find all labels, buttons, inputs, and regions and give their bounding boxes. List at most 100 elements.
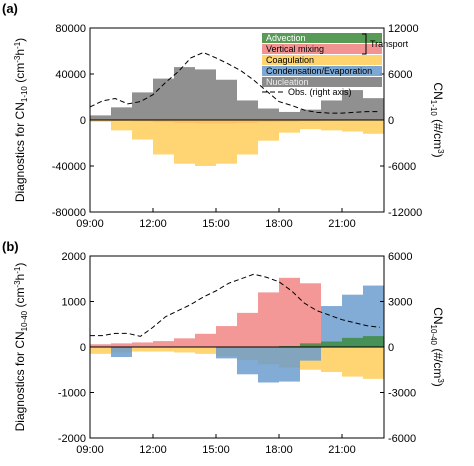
legend-label: Condensation/Evaporation — [266, 66, 372, 76]
bar — [363, 347, 384, 379]
bar — [132, 92, 153, 120]
legend-label: Coagulation — [266, 55, 314, 65]
panel-label-b: (b) — [2, 239, 19, 254]
series-nucleation — [90, 67, 384, 120]
x-tick-label: 09:00 — [76, 444, 104, 456]
bar — [279, 120, 300, 133]
bar — [258, 120, 279, 141]
bar — [174, 120, 195, 164]
panel-b-left-axis-title: Diagnostics for CN10-40 (cm-3h-1) — [13, 263, 29, 432]
bar — [342, 294, 363, 347]
bar — [153, 120, 174, 155]
bar — [300, 347, 321, 361]
transport-label: Transport — [370, 39, 409, 49]
bar — [237, 120, 258, 155]
bar — [300, 120, 321, 130]
right-tick-label: 6000 — [388, 251, 412, 263]
series-condensation-evaporation-negative- — [111, 347, 321, 383]
bar — [363, 98, 384, 120]
bar — [363, 120, 384, 134]
bar — [90, 347, 111, 354]
x-tick-label: 18:00 — [265, 218, 293, 230]
bar — [279, 111, 300, 120]
right-tick-label: 6000 — [388, 69, 412, 81]
x-tick-label: 21:00 — [328, 218, 356, 230]
bar — [342, 337, 363, 347]
right-tick-label: -6000 — [388, 433, 416, 445]
bar — [174, 338, 195, 347]
legend-item: Coagulation — [262, 55, 382, 65]
left-tick-label: -2000 — [58, 433, 86, 445]
obs-line — [90, 273, 380, 337]
x-tick-label: 21:00 — [328, 444, 356, 456]
legend-item: Condensation/Evaporation — [262, 66, 382, 76]
right-tick-label: 0 — [388, 115, 394, 127]
bar — [216, 120, 237, 164]
legend-label: Nucleation — [266, 77, 309, 87]
bar — [258, 108, 279, 120]
bar — [321, 341, 342, 347]
series-vertical-mixing — [90, 277, 321, 348]
right-tick-label: -3000 — [388, 388, 416, 400]
bar — [132, 120, 153, 140]
transport-bracket — [362, 33, 367, 55]
panel-b-right-axis-title: CN10-40 (#/cm3) — [429, 307, 445, 387]
x-tick-label: 15:00 — [202, 218, 230, 230]
right-tick-label: 3000 — [388, 297, 412, 309]
legend-item: Advection — [262, 33, 382, 43]
x-tick-label: 18:00 — [265, 444, 293, 456]
bar — [258, 347, 279, 383]
bar — [258, 292, 279, 347]
legend-item: Obs. (right axis) — [262, 87, 352, 97]
legend-label: Advection — [266, 33, 306, 43]
series-coagulation — [90, 120, 384, 166]
bar — [321, 120, 342, 131]
bar — [279, 347, 300, 382]
panel-a-plot: 80000 40000 0 -40000 -80000 12000 6000 0 -6000 -1… — [52, 23, 423, 230]
bar — [216, 326, 237, 347]
left-tick-label: 1000 — [62, 297, 86, 309]
bar — [300, 109, 321, 120]
legend-item: Nucleation — [262, 77, 382, 87]
bar — [237, 312, 258, 348]
legend-swatch — [262, 66, 382, 76]
bar — [90, 344, 111, 347]
bar — [111, 347, 132, 358]
left-tick-label: 0 — [80, 342, 86, 354]
bar — [237, 347, 258, 375]
panel-a-left-axis-title: Diagnostics for CN1-10 (cm-3h-1) — [13, 38, 29, 202]
legend-swatch — [262, 77, 382, 87]
bar — [300, 343, 321, 347]
right-tick-label: -6000 — [388, 161, 416, 173]
bar — [216, 79, 237, 120]
bar — [237, 100, 258, 120]
bar — [111, 120, 132, 131]
left-tick-label: 0 — [80, 115, 86, 127]
bar — [90, 120, 111, 122]
legend-swatch — [262, 33, 382, 43]
bar — [132, 347, 153, 352]
left-tick-label: -40000 — [52, 161, 86, 173]
legend-label: Vertical mixing — [266, 44, 324, 54]
bar — [195, 120, 216, 166]
panel-a-right-axis-title: CN1-10 (#/cm3) — [429, 82, 445, 157]
bar — [279, 277, 300, 347]
bar — [195, 333, 216, 347]
legend-swatch — [262, 44, 382, 54]
left-tick-label: -80000 — [52, 207, 86, 219]
bar — [195, 69, 216, 120]
bar — [321, 306, 342, 347]
x-tick-label: 15:00 — [202, 444, 230, 456]
legend-label: Obs. (right axis) — [288, 87, 352, 97]
left-tick-label: 80000 — [55, 23, 86, 35]
bar — [342, 120, 363, 132]
bar — [363, 285, 384, 347]
x-tick-label: 12:00 — [139, 444, 167, 456]
right-tick-label: 12000 — [388, 23, 419, 35]
bar — [90, 115, 111, 120]
bar — [153, 341, 174, 347]
bar — [111, 107, 132, 120]
legend-swatch — [262, 55, 382, 65]
right-tick-label: 0 — [388, 342, 394, 354]
